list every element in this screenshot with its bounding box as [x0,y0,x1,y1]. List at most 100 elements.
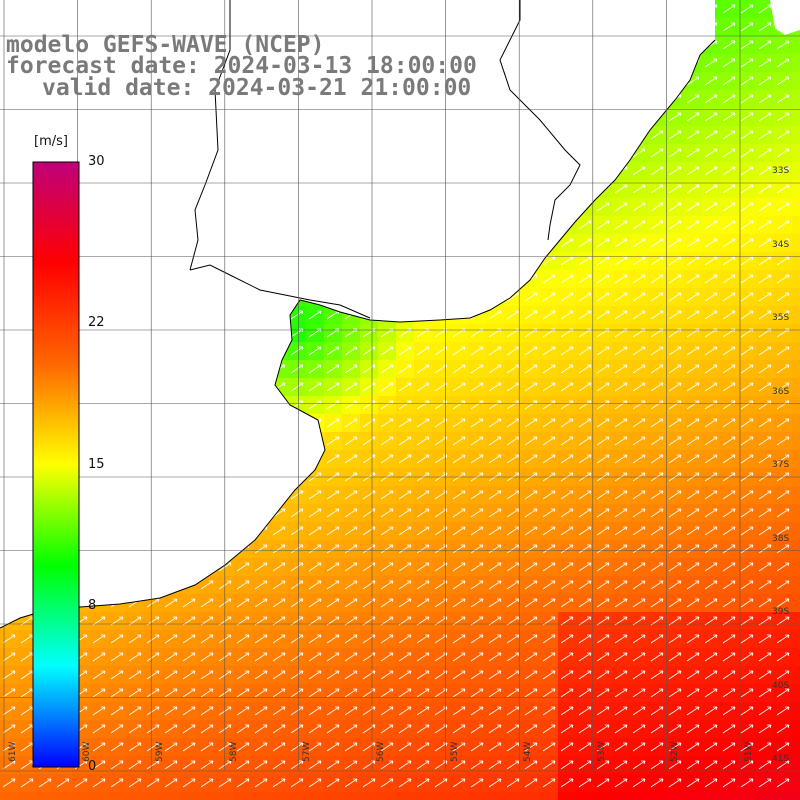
wind-arrow [722,634,736,644]
wind-arrow [686,688,700,698]
wind-arrow [470,364,484,374]
land-mass [0,0,715,628]
wind-arrow [758,22,772,32]
wind-arrow [722,760,736,770]
wind-arrow [650,256,664,266]
wind-arrow [434,598,448,608]
wind-arrow [650,652,664,662]
wind-arrow [650,166,664,176]
wind-arrow [488,436,502,446]
wind-arrow [614,184,628,194]
wind-arrow [560,688,574,698]
wind-arrow [740,310,754,320]
wind-arrow [722,256,736,266]
wind-arrow [398,562,412,572]
wind-arrow [362,490,376,500]
wind-arrow [596,706,610,716]
wind-arrow [632,382,646,392]
wind-arrow [578,580,592,590]
wind-arrow [344,490,358,500]
wind-arrow [254,760,268,770]
wind-arrow [686,346,700,356]
wind-arrow [290,544,304,554]
wind-arrow [542,706,556,716]
wind-arrow [416,508,430,518]
wind-arrow [542,634,556,644]
wind-arrow [470,688,484,698]
wind-arrow [758,346,772,356]
wind-arrow [2,688,16,698]
wind-arrow [524,634,538,644]
wind-arrow [740,238,754,248]
wind-arrow [758,364,772,374]
wind-arrow [740,724,754,734]
wind-arrow [740,58,754,68]
wind-arrow [686,274,700,284]
wind-arrow [488,508,502,518]
wind-arrow [668,544,682,554]
wind-arrow [434,454,448,464]
wind-arrow [380,742,394,752]
wind-arrow [434,526,448,536]
wind-arrow [668,220,682,230]
wind-arrow [470,454,484,464]
wind-arrow [524,436,538,446]
field-cell [738,792,756,800]
wind-arrow [524,364,538,374]
wind-arrow [668,598,682,608]
wind-arrow [380,418,394,428]
wind-arrow [308,580,322,590]
wind-arrow [290,508,304,518]
wind-arrow [632,364,646,374]
wind-arrow [686,670,700,680]
field-cell [792,162,800,180]
wind-arrow [776,760,790,770]
wind-arrow [20,778,34,788]
wind-arrow [236,742,250,752]
wind-arrow [596,382,610,392]
wind-arrow [614,256,628,266]
wind-arrow [506,328,520,338]
wind-arrow [632,760,646,770]
latitude-label: 36S [772,386,790,397]
field-cell [252,792,270,800]
wind-arrow [362,706,376,716]
wind-arrow [434,346,448,356]
field-cell [270,792,288,800]
wind-arrow [776,508,790,518]
wind-arrow [668,418,682,428]
wind-arrow [578,526,592,536]
wind-arrow [326,562,340,572]
wind-arrow [650,328,664,338]
wind-arrow [290,652,304,662]
longitude-label: 61W [8,741,18,762]
wind-arrow [524,688,538,698]
wind-arrow [668,454,682,464]
wind-arrow [560,508,574,518]
wind-arrow [632,742,646,752]
wind-arrow [182,688,196,698]
wind-arrow [200,580,214,590]
field-cell [792,504,800,522]
wind-arrow [524,760,538,770]
wind-arrow [686,202,700,212]
wind-arrow [578,436,592,446]
field-cell [792,450,800,468]
wind-arrow [380,454,394,464]
wind-arrow [362,562,376,572]
latitude-label: 40S [772,680,790,691]
wind-arrow [362,688,376,698]
wind-arrow [614,760,628,770]
wind-arrow [578,652,592,662]
wind-arrow [722,292,736,302]
wind-arrow [92,706,106,716]
wind-arrow [344,364,358,374]
field-cell [792,792,800,800]
wind-arrow [632,778,646,788]
wind-arrow [2,742,16,752]
wind-arrow [488,706,502,716]
wind-arrow [650,454,664,464]
wind-arrow [326,454,340,464]
wind-arrow [776,112,790,122]
wind-arrow [776,292,790,302]
